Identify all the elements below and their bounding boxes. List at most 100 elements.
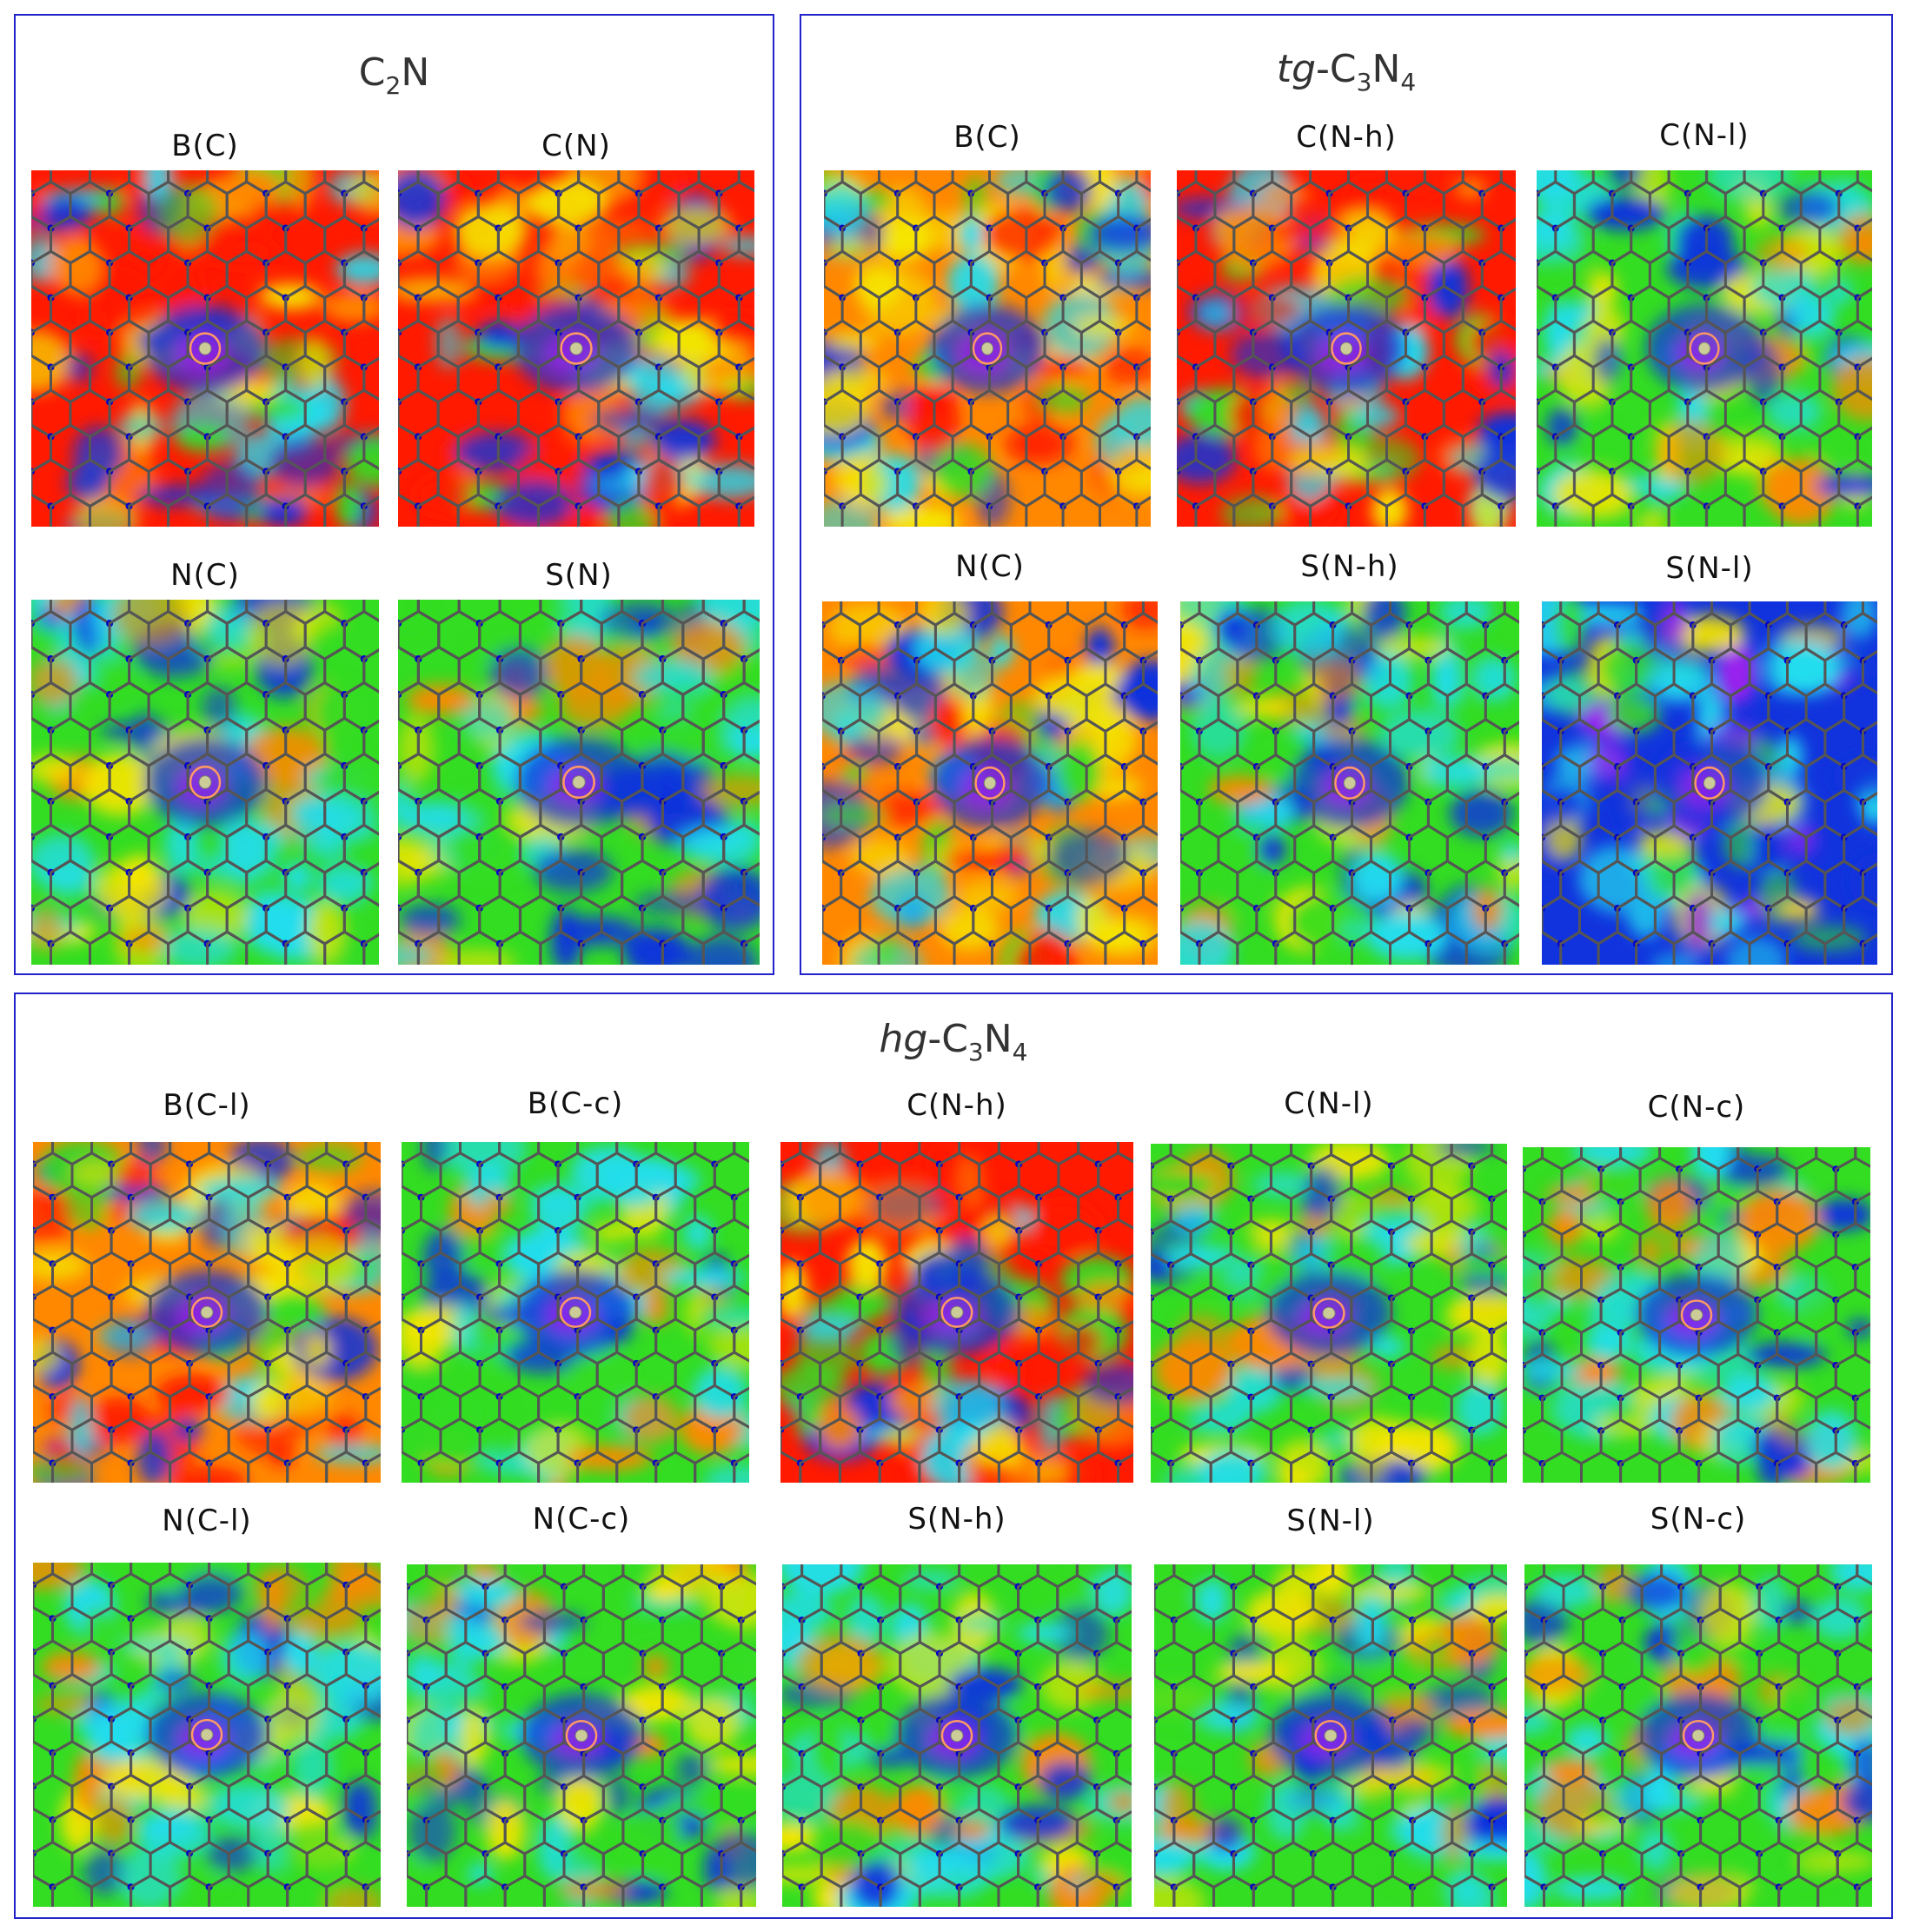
lattice-ring — [661, 1874, 703, 1907]
panel-label: C(N-l) — [1284, 1086, 1374, 1121]
density-blob — [398, 839, 428, 889]
density-blob — [1691, 1147, 1731, 1179]
dopant-marker-circle — [190, 1297, 223, 1328]
density-blob — [167, 1466, 247, 1483]
density-blob — [461, 697, 515, 742]
panel-label: C(N-h) — [1296, 120, 1397, 155]
density-blob — [1756, 1431, 1789, 1483]
lattice-ring — [1309, 493, 1350, 527]
density-blob — [116, 224, 151, 248]
density-map-svg — [780, 1142, 1133, 1483]
density-blob — [519, 600, 576, 627]
dopant-atom — [980, 342, 994, 355]
density-blob — [1362, 601, 1406, 641]
density-blob — [1017, 1623, 1072, 1643]
panel-hg-7: N(C-c) — [407, 1495, 756, 1907]
lattice-ring — [878, 493, 918, 527]
lattice — [1537, 170, 1872, 527]
density-blob — [301, 374, 346, 433]
density-blob — [293, 800, 343, 854]
density-blob — [175, 422, 230, 452]
lattice-ring — [425, 1874, 468, 1907]
panel-label: N(C-l) — [162, 1504, 252, 1538]
density-blob — [1198, 299, 1233, 329]
density-blob — [264, 283, 324, 311]
lattice — [31, 170, 379, 527]
density-blob — [1637, 1235, 1663, 1268]
density-blob — [422, 1229, 463, 1285]
panel-label: C(N) — [541, 129, 611, 163]
density-blob — [454, 431, 538, 473]
dopant-marker-circle — [1680, 1299, 1713, 1331]
lattice-ring — [325, 1451, 368, 1483]
density-blob — [398, 170, 447, 229]
lattice-ring — [1658, 1451, 1701, 1483]
density-blob — [1033, 673, 1113, 719]
dopant-atom — [574, 1729, 588, 1743]
density-blob — [398, 944, 435, 965]
lattice-ring — [1271, 493, 1312, 527]
panel-hg-3: C(N-h) — [780, 1071, 1133, 1483]
density-blob — [625, 1684, 694, 1722]
density-map-image — [33, 1563, 381, 1907]
dopant-marker-circle — [1312, 1298, 1345, 1329]
dopant-atom — [1339, 342, 1353, 355]
group-title-c2n: C2N — [358, 50, 430, 100]
density-blob — [455, 1577, 518, 1608]
density-blob — [941, 848, 1026, 868]
lattice-ring — [1591, 493, 1633, 527]
density-blob — [1230, 330, 1305, 380]
density-blob — [1104, 447, 1151, 498]
lattice-ring — [89, 493, 131, 527]
lattice-ring — [1630, 493, 1670, 527]
panel-tg-2: C(N-h) — [1177, 110, 1516, 527]
lattice-ring — [621, 930, 664, 965]
lattice-ring — [1410, 1451, 1453, 1483]
density-blob — [918, 601, 969, 635]
density-blob — [414, 475, 473, 515]
panel-tg-6: S(N-l) — [1542, 546, 1877, 965]
lattice-ring — [206, 493, 249, 527]
density-blob — [1380, 635, 1451, 659]
density-blob — [50, 235, 103, 295]
density-map-image — [1523, 1147, 1870, 1483]
density-blob — [795, 1316, 860, 1339]
dopant-atom — [198, 775, 212, 789]
lattice-ring — [1370, 1451, 1413, 1483]
density-map-image — [31, 170, 379, 527]
density-blob — [525, 179, 608, 227]
lattice-ring — [128, 493, 170, 527]
density-blob — [83, 310, 125, 331]
density-blob — [73, 426, 123, 482]
density-blob — [1190, 701, 1247, 760]
density-blob — [215, 170, 282, 208]
density-blob — [1725, 937, 1787, 965]
density-blob — [119, 1636, 196, 1656]
density-blob — [316, 762, 379, 797]
density-blob — [827, 331, 881, 350]
density-blob — [1650, 953, 1702, 965]
lattice-ring — [877, 930, 919, 965]
density-blob — [45, 864, 96, 897]
lattice-ring — [539, 930, 583, 965]
lattice-ring — [169, 1874, 211, 1907]
lattice — [1542, 601, 1877, 965]
density-blob — [707, 1753, 756, 1776]
lattice-ring — [617, 493, 661, 527]
density-blob — [33, 1460, 93, 1483]
density-blob — [605, 1776, 631, 1816]
density-blob — [1151, 1402, 1201, 1427]
density-blob — [929, 697, 965, 747]
color-field — [824, 170, 1151, 527]
lattice-ring — [1351, 930, 1391, 965]
lattice-ring — [323, 493, 366, 527]
density-map-image — [1180, 601, 1519, 965]
density-map-svg — [33, 1563, 381, 1907]
density-blob — [349, 1780, 380, 1841]
density-blob — [1546, 813, 1584, 860]
lattice-ring — [1232, 493, 1274, 527]
lattice-ring — [1236, 930, 1278, 965]
lattice — [782, 1564, 1132, 1907]
lattice-ring — [245, 493, 288, 527]
density-blob — [1451, 1253, 1507, 1277]
